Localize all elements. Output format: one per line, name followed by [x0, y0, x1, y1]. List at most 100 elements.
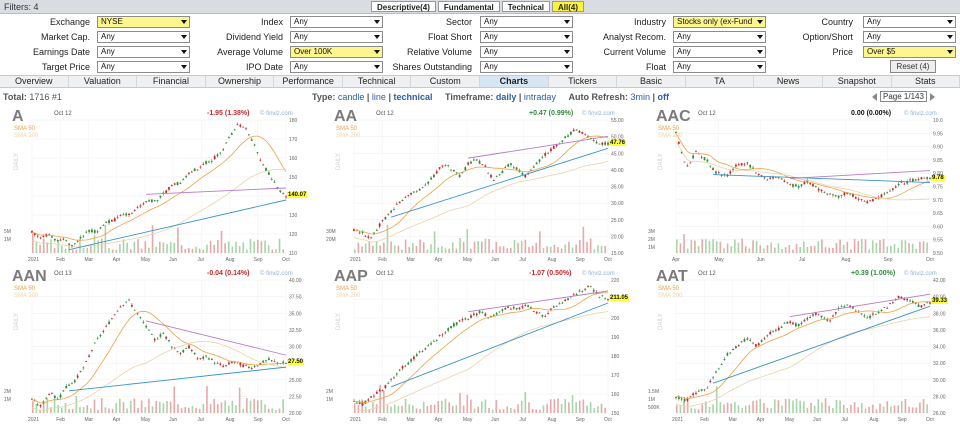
filter-select[interactable]: Any [673, 61, 766, 73]
volume-bar [42, 401, 45, 413]
volume-bar [857, 240, 860, 253]
sma50-line [675, 301, 931, 399]
volume-bar [893, 405, 896, 413]
stock-chart-aat[interactable]: 42.00 40.00 38.00 36.00 34.00 32.00 30.00 28.00… [646, 268, 960, 428]
filter-select[interactable]: NYSE [97, 16, 190, 28]
volume-bar [499, 246, 501, 253]
filter-select[interactable]: Any [290, 61, 383, 73]
filter-select[interactable]: Any [290, 31, 383, 43]
view-tab-stats[interactable]: Stats [892, 76, 960, 87]
stock-chart-aap[interactable]: 2202102001901801701601502021FebMarAprMay… [324, 268, 640, 428]
view-tab-technical[interactable]: Technical [343, 76, 412, 87]
view-tab-ownership[interactable]: Ownership [206, 76, 275, 87]
candle-body [205, 161, 207, 164]
volume-bar [919, 402, 921, 413]
y-tick-label: 110 [289, 251, 297, 257]
candle-body [760, 340, 763, 342]
tab-descriptive[interactable]: Descriptive(4) [371, 1, 436, 12]
stock-chart-aa[interactable]: 55.00 50.00 45.00 40.00 35.00 30.00 25.00 20.00… [324, 108, 640, 268]
volume-bar [593, 249, 596, 253]
volume-bar [886, 246, 889, 253]
volume-bar [701, 404, 703, 413]
chart-ticker[interactable]: AAN [12, 268, 47, 285]
tab-technical[interactable]: Technical [501, 1, 551, 12]
view-tab-ta[interactable]: TA [686, 76, 755, 87]
volume-bar [227, 405, 230, 413]
volume-bar [184, 249, 186, 253]
filter-select[interactable]: Any [480, 46, 573, 58]
candle-body [216, 154, 219, 157]
volume-bar [792, 249, 794, 253]
filter-select[interactable]: Over 100K [290, 46, 383, 58]
candle-body [170, 346, 173, 348]
chart-ticker[interactable]: AA [334, 108, 358, 125]
page-select[interactable]: Page 1/143 [880, 91, 927, 102]
candle-body [863, 200, 866, 202]
volume-bar [875, 242, 878, 253]
tab-fundamental[interactable]: Fundamental [437, 1, 500, 12]
view-tab-financial[interactable]: Financial [137, 76, 206, 87]
candle-body [447, 165, 450, 166]
candle-body [122, 304, 125, 306]
timeframe-intraday-link[interactable]: intraday [523, 92, 556, 102]
filter-select[interactable]: Any [673, 31, 766, 43]
next-page-icon[interactable] [929, 92, 935, 101]
candle-body [700, 156, 703, 158]
filter-select[interactable]: Any [863, 16, 956, 28]
view-tab-overview[interactable]: Overview [0, 76, 69, 87]
candle-body [447, 328, 450, 331]
view-tab-news[interactable]: News [754, 76, 823, 87]
candle-body [415, 190, 418, 192]
view-tab-charts[interactable]: Charts [480, 76, 549, 87]
volume-bar [470, 248, 472, 253]
chart-ticker[interactable]: A [12, 108, 24, 125]
volume-bar [755, 241, 758, 253]
filter-select[interactable]: Any [863, 31, 956, 43]
volume-bar [846, 241, 849, 253]
candle-body [677, 141, 680, 144]
stock-chart-aac[interactable]: 10.0 9.95 9.90 9.85 9.80 9.75 9.70 9.65 9.60 9.55… [646, 108, 960, 268]
prev-page-icon[interactable] [872, 92, 877, 101]
filter-select[interactable]: Any [480, 61, 573, 73]
volume-bar [853, 402, 856, 413]
candle-body [823, 192, 826, 194]
reset-button[interactable]: Reset (4) [890, 60, 936, 73]
refresh-off-link[interactable]: off [657, 92, 670, 102]
filter-select[interactable]: Any [673, 46, 766, 58]
type-candle-link[interactable]: candle [337, 92, 365, 102]
candle-body [285, 196, 287, 198]
filter-select[interactable]: Any [290, 16, 383, 28]
filter-select[interactable]: Any [97, 61, 190, 73]
type-technical-link[interactable]: technical [393, 92, 433, 102]
filter-select[interactable]: Any [480, 16, 573, 28]
view-tab-basic[interactable]: Basic [617, 76, 686, 87]
candle-body [478, 310, 481, 314]
type-line-link[interactable]: line [371, 92, 386, 102]
volume-bar [676, 405, 678, 413]
chart-ticker[interactable]: AAT [656, 268, 688, 285]
filter-select[interactable]: Any [97, 31, 190, 43]
filter-select[interactable]: Over $5 [863, 46, 956, 58]
candle-body [700, 389, 703, 391]
view-tab-tickers[interactable]: Tickers [549, 76, 618, 87]
refresh-3min-link[interactable]: 3min [630, 92, 651, 102]
tab-all[interactable]: All(4) [552, 1, 585, 12]
candle-body [535, 311, 538, 314]
candle-body [920, 177, 923, 180]
chart-canvas: 2202102001901801701601502021FebMarAprMay… [326, 278, 620, 423]
chart-ticker[interactable]: AAC [656, 108, 691, 125]
view-tab-custom[interactable]: Custom [411, 76, 481, 87]
view-tab-snapshot[interactable]: Snapshot [823, 76, 892, 87]
filter-select[interactable]: Any [97, 46, 190, 58]
volume-bar [433, 404, 436, 413]
candle-body [133, 309, 136, 311]
view-tab-performance[interactable]: Performance [274, 76, 343, 87]
view-tab-valuation[interactable]: Valuation [69, 76, 138, 87]
filter-select[interactable]: Any [480, 31, 573, 43]
chart-ticker[interactable]: AAP [334, 268, 368, 285]
timeframe-daily-link[interactable]: daily [495, 92, 517, 102]
filter-select[interactable]: Stocks only (ex-Fund [673, 16, 766, 28]
stock-chart-aan[interactable]: 40.00 37.50 35.00 32.50 30.00 27.50 25.00 22.50… [2, 268, 318, 428]
stock-chart-a[interactable]: 1801701601501401301201102021FebMarAprMay… [2, 108, 318, 268]
candle-body [33, 233, 36, 236]
